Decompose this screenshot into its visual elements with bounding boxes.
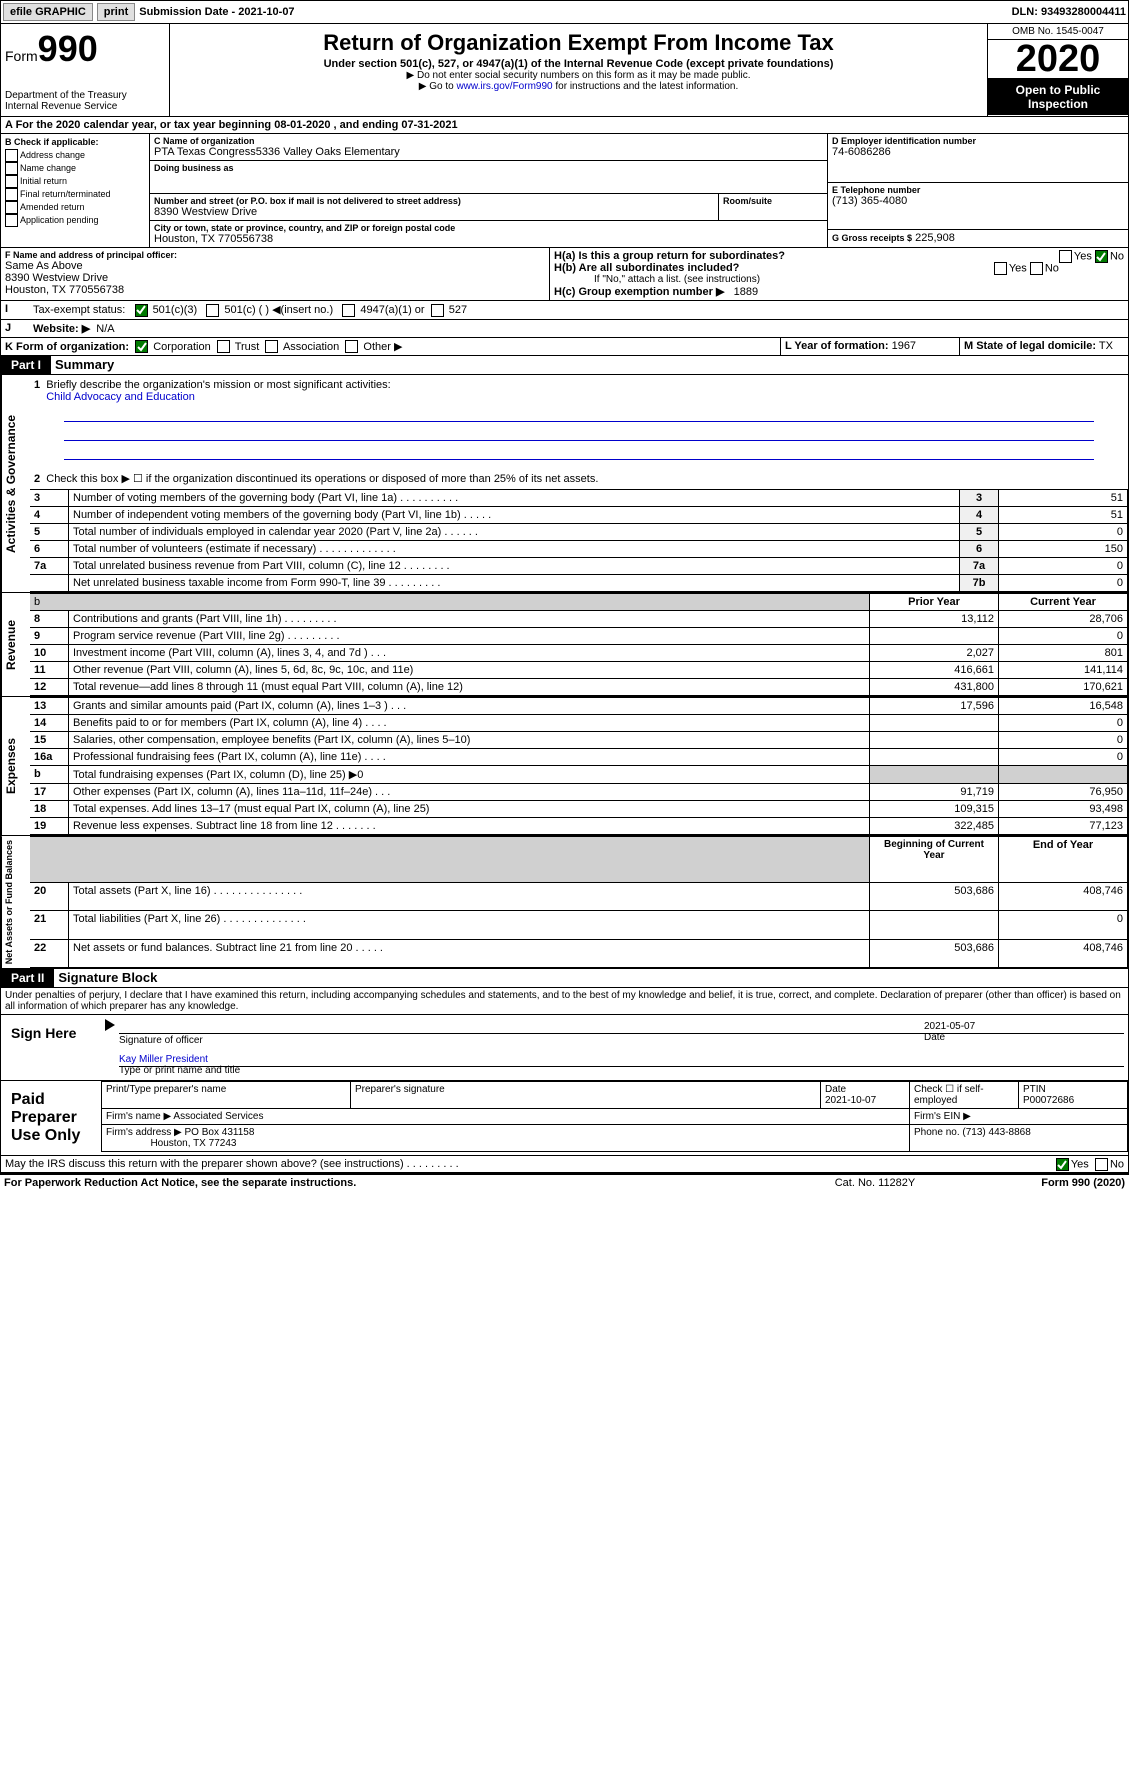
table-row: 11Other revenue (Part VIII, column (A), … <box>30 662 1128 679</box>
dba-label: Doing business as <box>154 163 823 173</box>
room-label: Room/suite <box>723 196 823 206</box>
discuss-yes[interactable] <box>1056 1158 1069 1171</box>
signer-name[interactable]: Kay Miller President <box>119 1054 1124 1065</box>
table-row: 20Total assets (Part X, line 16) . . . .… <box>30 882 1128 911</box>
form-title: Return of Organization Exempt From Incom… <box>174 30 983 56</box>
officer-name: Same As Above <box>5 260 545 272</box>
street: 8390 Westview Drive <box>154 206 714 218</box>
print-button[interactable]: print <box>97 3 135 21</box>
hb-note: If "No," attach a list. (see instruction… <box>554 274 1124 285</box>
officer-city: Houston, TX 770556738 <box>5 284 545 296</box>
check-trust[interactable] <box>217 340 230 353</box>
ein: 74-6086286 <box>832 146 1124 158</box>
gross-amount: 225,908 <box>915 232 955 244</box>
table-row: 19Revenue less expenses. Subtract line 1… <box>30 818 1128 835</box>
check-corp[interactable] <box>135 340 148 353</box>
gross-label: G Gross receipts $ <box>832 233 912 243</box>
officer-label: F Name and address of principal officer: <box>5 250 545 260</box>
org-name-label: C Name of organization <box>154 136 823 146</box>
summary-table: 3Number of voting members of the governi… <box>30 489 1128 592</box>
table-row: 17Other expenses (Part IX, column (A), l… <box>30 784 1128 801</box>
table-row: 7aTotal unrelated business revenue from … <box>30 558 1128 575</box>
mission-text[interactable]: Child Advocacy and Education <box>46 391 195 403</box>
table-row: 8Contributions and grants (Part VIII, li… <box>30 611 1128 628</box>
arrow-icon <box>105 1019 115 1031</box>
tax-year: 2020 <box>988 40 1128 79</box>
table-row: 12Total revenue—add lines 8 through 11 (… <box>30 679 1128 696</box>
table-row: 10Investment income (Part VIII, column (… <box>30 645 1128 662</box>
table-row: 6Total number of volunteers (estimate if… <box>30 541 1128 558</box>
org-name: PTA Texas Congress5336 Valley Oaks Eleme… <box>154 146 823 158</box>
hb: H(b) Are all subordinates included? Yes … <box>554 262 1124 274</box>
form-header: Form990 Department of the Treasury Inter… <box>0 24 1129 117</box>
summary-section: Activities & Governance 1 Briefly descri… <box>0 375 1129 593</box>
phone: (713) 365-4080 <box>832 195 1124 207</box>
submission-label: Submission Date - 2021-10-07 <box>139 6 294 18</box>
check-amended[interactable]: Amended return <box>5 201 145 214</box>
city: Houston, TX 770556738 <box>154 233 823 245</box>
table-row: 9Program service revenue (Part VIII, lin… <box>30 628 1128 645</box>
irs-link[interactable]: www.irs.gov/Form990 <box>456 81 552 92</box>
check-pending[interactable]: Application pending <box>5 214 145 227</box>
check-4947[interactable] <box>342 304 355 317</box>
table-row: 14Benefits paid to or for members (Part … <box>30 715 1128 732</box>
table-row: 15Salaries, other compensation, employee… <box>30 732 1128 749</box>
table-row: 18Total expenses. Add lines 13–17 (must … <box>30 801 1128 818</box>
dept-label: Department of the Treasury Internal Reve… <box>5 90 165 112</box>
table-row: Net unrelated business taxable income fr… <box>30 575 1128 592</box>
phone-label: E Telephone number <box>832 185 1124 195</box>
efile-link[interactable]: efile GRAPHIC <box>3 3 93 21</box>
form-subtitle: Under section 501(c), 527, or 4947(a)(1)… <box>174 58 983 70</box>
check-name[interactable]: Name change <box>5 162 145 175</box>
website-row: J Website: ▶ N/A <box>0 320 1129 338</box>
table-row: 13Grants and similar amounts paid (Part … <box>30 698 1128 715</box>
officer-block: F Name and address of principal officer:… <box>0 248 1129 301</box>
check-501c[interactable] <box>206 304 219 317</box>
box-b-label: B Check if applicable: <box>5 136 145 149</box>
ha: H(a) Is this a group return for subordin… <box>554 250 1124 262</box>
check-initial[interactable]: Initial return <box>5 175 145 188</box>
tax-status-row: I Tax-exempt status: 501(c)(3) 501(c) ( … <box>0 301 1129 320</box>
footer: For Paperwork Reduction Act Notice, see … <box>0 1173 1129 1191</box>
check-501c3[interactable] <box>135 304 148 317</box>
entity-block: B Check if applicable: Address change Na… <box>0 134 1129 248</box>
note-link: ▶ Go to www.irs.gov/Form990 for instruct… <box>174 81 983 92</box>
dln: DLN: 93493280004411 <box>1012 6 1126 18</box>
hc: H(c) Group exemption number ▶ 1889 <box>554 285 1124 298</box>
line-a: A For the 2020 calendar year, or tax yea… <box>0 117 1129 134</box>
table-row: 4Number of independent voting members of… <box>30 507 1128 524</box>
paid-preparer: Paid Preparer Use Only Print/Type prepar… <box>0 1081 1129 1156</box>
table-row: 5Total number of individuals employed in… <box>30 524 1128 541</box>
table-row: bTotal fundraising expenses (Part IX, co… <box>30 766 1128 784</box>
revenue-section: Revenue bPrior YearCurrent Year 8Contrib… <box>0 593 1129 697</box>
discuss-row: May the IRS discuss this return with the… <box>0 1156 1129 1173</box>
officer-street: 8390 Westview Drive <box>5 272 545 284</box>
declaration: Under penalties of perjury, I declare th… <box>0 988 1129 1015</box>
topbar: efile GRAPHIC print Submission Date - 20… <box>0 0 1129 24</box>
part2-header: Part IISignature Block <box>0 969 1129 988</box>
check-final[interactable]: Final return/terminated <box>5 188 145 201</box>
discuss-no[interactable] <box>1095 1158 1108 1171</box>
check-527[interactable] <box>431 304 444 317</box>
table-row: 21Total liabilities (Part X, line 26) . … <box>30 911 1128 940</box>
city-label: City or town, state or province, country… <box>154 223 823 233</box>
check-assoc[interactable] <box>265 340 278 353</box>
check-addr[interactable]: Address change <box>5 149 145 162</box>
open-public: Open to Public Inspection <box>988 79 1128 115</box>
table-row: 22Net assets or fund balances. Subtract … <box>30 939 1128 968</box>
note-ssn: ▶ Do not enter social security numbers o… <box>174 70 983 81</box>
street-label: Number and street (or P.O. box if mail i… <box>154 196 714 206</box>
table-row: 16aProfessional fundraising fees (Part I… <box>30 749 1128 766</box>
form-number: Form990 <box>5 28 165 70</box>
org-form-row: K Form of organization: Corporation Trus… <box>0 338 1129 357</box>
expenses-section: Expenses 13Grants and similar amounts pa… <box>0 697 1129 836</box>
table-row: 3Number of voting members of the governi… <box>30 490 1128 507</box>
part1-header: Part ISummary <box>0 356 1129 375</box>
sign-here: Sign Here Signature of officer2021-05-07… <box>0 1015 1129 1081</box>
netassets-section: Net Assets or Fund Balances Beginning of… <box>0 836 1129 969</box>
ein-label: D Employer identification number <box>832 136 1124 146</box>
check-other[interactable] <box>345 340 358 353</box>
